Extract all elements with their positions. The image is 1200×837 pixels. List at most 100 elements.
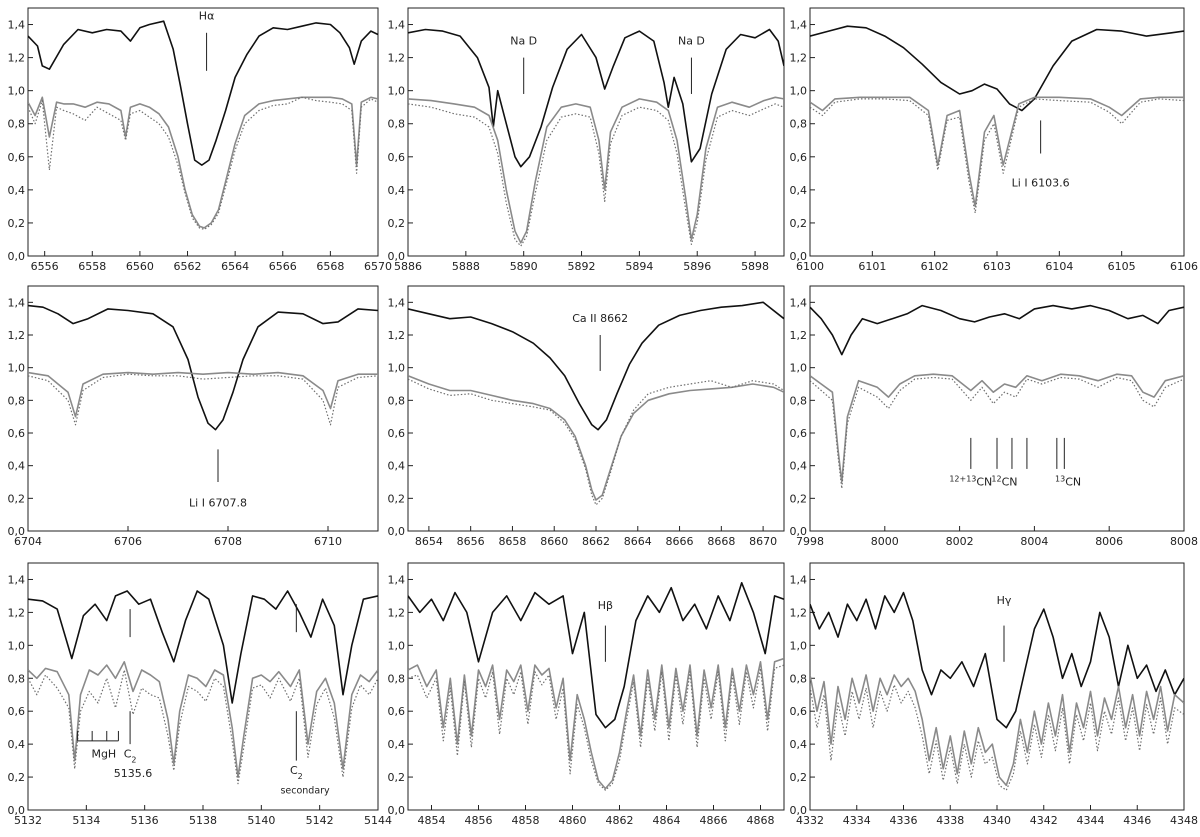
y-tick-label: 1,4 — [388, 296, 406, 309]
x-tick-label: 4862 — [606, 814, 634, 827]
spectrum-line-gray-solid — [28, 371, 378, 418]
annotation-label: Hα — [199, 10, 215, 23]
y-tick-label: 0,4 — [790, 184, 808, 197]
annotation-label: 12CN — [991, 474, 1017, 489]
panel-8: 0,0 0,2 0,4 0,6 0,8 1,0 1,2 1,4 4854 4856 4858 4860… — [388, 562, 785, 827]
x-tick-label: 4344 — [1077, 814, 1105, 827]
y-tick-label: 1,4 — [790, 573, 808, 586]
x-tick-label: 8654 — [415, 535, 443, 548]
y-tick-label: 0,6 — [388, 151, 406, 164]
y-tick-label: 1,2 — [388, 52, 406, 65]
annotation-label: Li I 6103.6 — [1012, 177, 1070, 190]
y-tick-label: 1,2 — [388, 606, 406, 619]
y-tick-label: 1,2 — [790, 329, 808, 342]
panel-series — [810, 25, 1184, 214]
x-tick-label: 6104 — [1045, 260, 1073, 273]
annotation-label: Na D — [678, 34, 705, 47]
x-tick-label: 5136 — [131, 814, 159, 827]
y-tick-label: 0,8 — [388, 394, 406, 407]
y-tick-label: 1,4 — [8, 19, 26, 32]
x-tick-label: 4858 — [512, 814, 540, 827]
annotation-label: 5135.6 — [114, 767, 153, 780]
y-tick-label: 0,6 — [8, 705, 26, 718]
y-tick-label: 0,0 — [388, 525, 406, 538]
x-tick-label: 5140 — [247, 814, 275, 827]
y-tick-label: 1,0 — [8, 639, 26, 652]
x-tick-label: 4340 — [983, 814, 1011, 827]
spectrum-line-gray-dotted — [810, 98, 1184, 214]
y-tick-label: 0,4 — [8, 738, 26, 751]
spectrum-line-gray-dotted — [810, 684, 1184, 791]
y-tick-label: 0,2 — [8, 217, 26, 230]
y-tick-label: 0,2 — [790, 492, 808, 505]
spectrum-line-black-solid — [810, 25, 1184, 112]
x-tick-label: 8006 — [1095, 535, 1123, 548]
y-tick-label: 0,6 — [8, 427, 26, 440]
x-tick-label: 5894 — [625, 260, 653, 273]
spectrum-line-gray-solid — [28, 661, 378, 778]
spectrum-line-gray-solid — [810, 96, 1184, 208]
panel-frame — [407, 7, 785, 257]
x-tick-label: 4860 — [559, 814, 587, 827]
x-tick-label: 7998 — [796, 535, 824, 548]
y-tick-label: 0,0 — [790, 525, 808, 538]
x-tick-label: 6100 — [796, 260, 824, 273]
panel-6: 0,0 0,2 0,4 0,6 0,8 1,0 1,2 1,4 7998 8000 8002 8004… — [790, 285, 1198, 548]
x-tick-label: 4346 — [1123, 814, 1151, 827]
x-tick-label: 8658 — [498, 535, 526, 548]
spectrum-line-gray-solid — [408, 375, 784, 501]
y-tick-label: 0,4 — [388, 184, 406, 197]
x-tick-label: 8004 — [1020, 535, 1048, 548]
y-tick-label: 0,0 — [8, 250, 26, 263]
spectrum-line-gray-dotted — [810, 376, 1184, 490]
x-tick-label: 8002 — [946, 535, 974, 548]
x-tick-label: 4334 — [843, 814, 871, 827]
spectrum-line-gray-solid — [810, 674, 1184, 787]
x-tick-label: 4868 — [747, 814, 775, 827]
x-tick-label: 4332 — [796, 814, 824, 827]
panel-series — [28, 304, 378, 431]
x-tick-label: 8670 — [749, 535, 777, 548]
annotation-base: C — [290, 764, 298, 777]
y-tick-label: 1,0 — [8, 85, 26, 98]
spectrum-line-black-solid — [408, 301, 784, 431]
x-tick-label: 4866 — [700, 814, 728, 827]
x-tick-label: 6556 — [31, 260, 59, 273]
x-tick-label: 8664 — [624, 535, 652, 548]
y-tick-label: 0,8 — [790, 394, 808, 407]
y-tick-label: 0,4 — [8, 184, 26, 197]
annotation-label: secondary — [280, 786, 330, 797]
panel-series — [810, 591, 1184, 791]
spectrum-line-gray-dotted — [28, 96, 378, 231]
spectrum-line-black-solid — [408, 28, 784, 168]
panel-series — [28, 20, 378, 231]
x-tick-label: 8668 — [707, 535, 735, 548]
y-tick-label: 0,4 — [8, 460, 26, 473]
x-tick-label: 6562 — [174, 260, 202, 273]
y-tick-label: 1,0 — [388, 639, 406, 652]
panel-2: 0,0 0,2 0,4 0,6 0,8 1,0 1,2 1,4 5886 5888 5890 5892… — [388, 7, 785, 273]
x-tick-label: 4348 — [1170, 814, 1198, 827]
x-tick-label: 4854 — [418, 814, 446, 827]
y-tick-label: 0,8 — [790, 672, 808, 685]
x-tick-label: 5142 — [306, 814, 334, 827]
x-tick-label: 6570 — [364, 260, 392, 273]
panel-frame — [27, 7, 379, 257]
spectrum-line-black-solid — [28, 20, 378, 166]
y-tick-label: 1,2 — [8, 52, 26, 65]
x-tick-label: 5890 — [510, 260, 538, 273]
annotation-label: Ca II 8662 — [572, 312, 628, 325]
y-tick-label: 0,6 — [388, 705, 406, 718]
spectrum-line-black-solid — [810, 304, 1184, 356]
annotation-superscript: 13 — [1055, 474, 1065, 483]
y-tick-label: 1,2 — [790, 52, 808, 65]
y-tick-label: 0,2 — [8, 771, 26, 784]
panel-3: 0,0 0,2 0,4 0,6 0,8 1,0 1,2 1,4 6100 6101 6102 6103… — [790, 7, 1198, 273]
panel-9: 0,0 0,2 0,4 0,6 0,8 1,0 1,2 1,4 4332 4334 4336 4338… — [790, 562, 1198, 827]
y-tick-label: 0,6 — [8, 151, 26, 164]
x-tick-label: 5132 — [14, 814, 42, 827]
panel-5: 0,0 0,2 0,4 0,6 0,8 1,0 1,2 1,4 8654 8656 8658 8660… — [388, 285, 785, 548]
x-tick-label: 6566 — [269, 260, 297, 273]
